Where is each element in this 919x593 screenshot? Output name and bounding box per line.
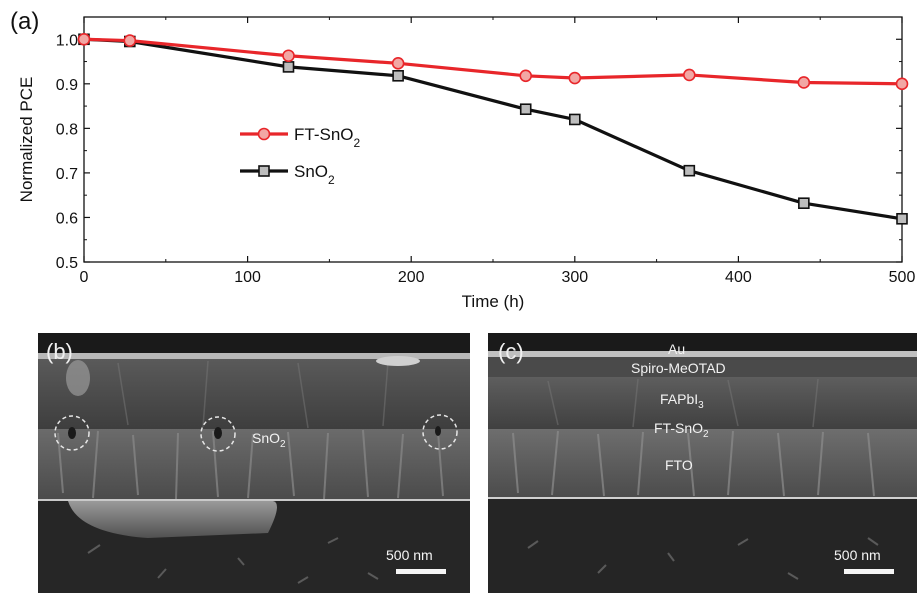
layer-label-fapbi3: FAPbI3: [660, 391, 704, 411]
y-tick-label: 0.7: [56, 166, 78, 183]
panel-a-label: (a): [10, 8, 40, 35]
data-point-ft-sno2: [519, 69, 533, 83]
data-point-ft-sno2: [123, 34, 137, 47]
y-tick-label: 0.6: [56, 210, 78, 227]
legend-label: SnO2: [294, 162, 335, 187]
data-point-ft-sno2: [568, 71, 582, 85]
series-line-sno2: [83, 37, 903, 221]
layer-label-fto: FTO: [665, 457, 693, 473]
legend-marker: [258, 165, 270, 177]
panel-c-label: (c): [498, 339, 524, 364]
data-point-ft-sno2: [683, 68, 696, 82]
legend-label: FT-SnO2: [294, 125, 361, 150]
data-point-sno2: [519, 103, 532, 116]
data-point-sno2: [683, 164, 696, 177]
sem-image-panel-c: (c) Au Spiro-MeOTAD FAPbI3 FT-SnO2 FTO 5…: [488, 333, 917, 593]
y-tick-label: 0.8: [56, 121, 78, 138]
data-point-sno2: [282, 61, 295, 73]
panel-b-scalebar: [396, 569, 446, 574]
data-point-ft-sno2: [391, 57, 405, 70]
panel-b-label: (b): [46, 339, 73, 364]
x-tick-label: 300: [561, 269, 588, 286]
sem-cross-section-b: [38, 333, 470, 593]
data-point-sno2: [392, 70, 404, 82]
y-tick-label: 0.9: [56, 77, 78, 94]
data-point-ft-sno2: [282, 49, 295, 63]
x-tick-label: 0: [80, 269, 89, 286]
layer-label-au: Au: [668, 341, 686, 357]
y-tick-label: 1.0: [56, 32, 78, 49]
data-point-sno2: [798, 197, 810, 209]
data-point-sno2: [568, 113, 581, 126]
x-tick-label: 100: [234, 269, 261, 286]
y-axis-label: Normalized PCE: [17, 77, 36, 203]
panel-c-scalebar-text: 500 nm: [834, 547, 881, 563]
x-tick-label: 500: [889, 269, 916, 286]
panel-b-sno2-label: SnO2: [252, 430, 286, 450]
data-point-sno2: [896, 212, 908, 225]
pce-stability-chart: 0.5 0.6 0.7 0.8 0.9 1.0 0 100 200 300 400 500 Time (…: [17, 16, 916, 311]
panel-b-scalebar-text: 500 nm: [386, 547, 433, 563]
x-tick-label: 400: [725, 269, 752, 286]
x-tick-label: 200: [398, 269, 425, 286]
data-point-ft-sno2: [895, 77, 909, 91]
data-point-ft-sno2: [77, 32, 91, 46]
legend-marker: [257, 127, 271, 141]
sem-image-panel-b: (b) SnO2 500 nm: [38, 333, 470, 593]
layer-label-spiro: Spiro-MeOTAD: [631, 360, 726, 376]
x-axis-label: Time (h): [462, 292, 525, 311]
series-line-ft-sno2: [83, 37, 903, 86]
y-tick-label: 0.5: [56, 255, 78, 272]
sem-cross-section-c: [488, 333, 917, 593]
data-point-ft-sno2: [797, 76, 811, 89]
panel-c-scalebar: [844, 569, 894, 574]
layer-label-ft-sno2: FT-SnO2: [654, 420, 709, 440]
